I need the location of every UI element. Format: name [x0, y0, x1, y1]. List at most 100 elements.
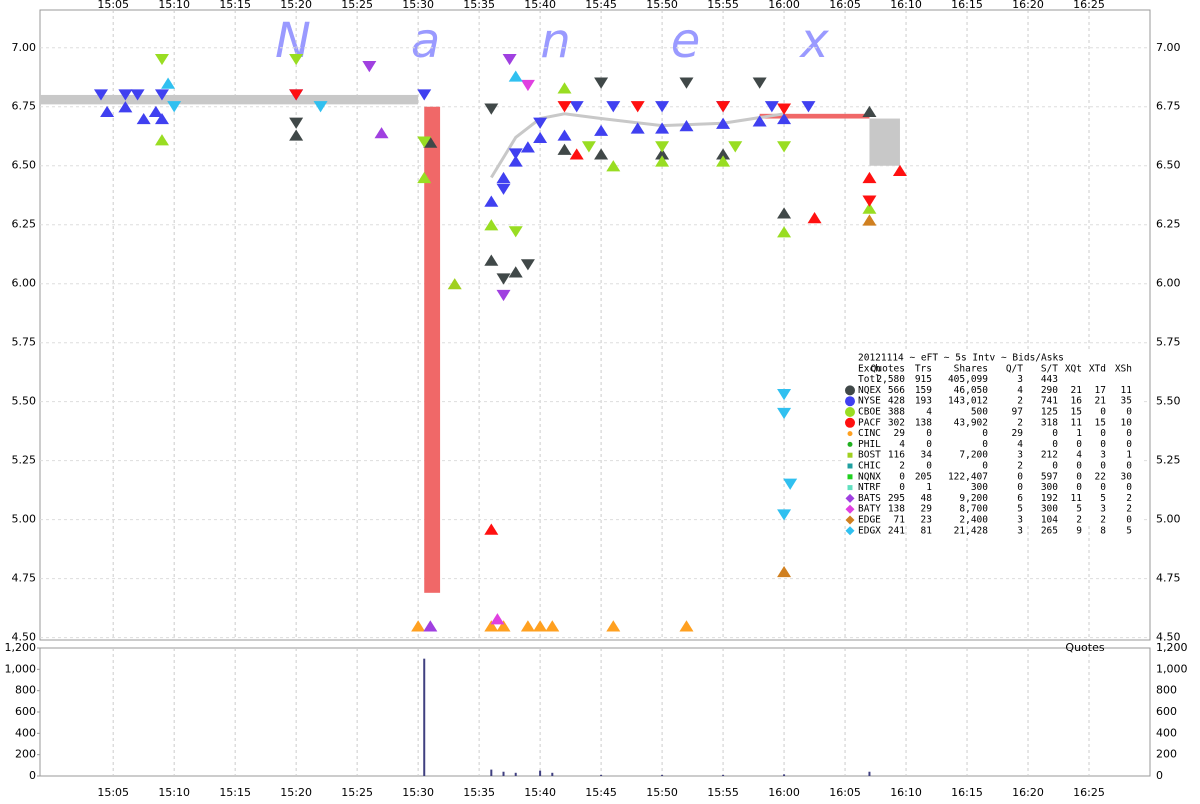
legend-stat: 302 [888, 417, 905, 428]
ask-marker [362, 61, 377, 73]
legend-stat: 566 [888, 385, 905, 396]
legend-stat: 2 [1017, 417, 1023, 428]
legend-name: EDGX [858, 525, 881, 536]
y-tick-label: 4.75 [1156, 572, 1181, 585]
bid-marker [490, 613, 505, 625]
legend-stat: 318 [1041, 417, 1058, 428]
legend-stat: 2,400 [959, 515, 988, 526]
legend-name: NTRF [858, 482, 881, 493]
legend-stat: 265 [1041, 525, 1058, 536]
bid-marker [716, 117, 731, 129]
legend-stat: 300 [1041, 504, 1058, 515]
ask-marker [520, 79, 535, 92]
legend-header: XTd [1089, 363, 1106, 374]
legend-name: Totl [858, 374, 881, 385]
legend-stat: 915 [915, 374, 932, 385]
bid-marker [630, 122, 645, 134]
legend-stat: 4 [899, 439, 905, 450]
legend-stat: 388 [888, 407, 905, 418]
ask-marker [533, 117, 548, 129]
bid-marker [289, 129, 304, 141]
price-frame [39, 9, 1151, 641]
legend-stat: 30 [1121, 471, 1133, 482]
bid-marker [496, 171, 511, 184]
legend-name: NQEX [858, 385, 881, 396]
legend-stat: 21 [1071, 385, 1083, 396]
volume-bar [868, 771, 871, 776]
legend-stat: 597 [1041, 471, 1058, 482]
legend-stat: 295 [888, 493, 905, 504]
legend-stat: 2 [1126, 493, 1132, 504]
legend-marker [847, 463, 853, 469]
bid-marker [569, 148, 584, 160]
legend-stat: 0 [926, 428, 932, 439]
ask-marker [728, 141, 743, 153]
legend-stat: 2 [1100, 515, 1106, 526]
y-tick-label: 400 [15, 726, 36, 739]
legend-stat: 0 [899, 482, 905, 493]
bid-marker [374, 127, 389, 139]
legend-name: CBOE [858, 407, 881, 418]
legend-stat: 71 [894, 515, 906, 526]
ask-marker [417, 136, 432, 148]
legend-stat: 34 [921, 450, 933, 461]
bid-marker [496, 620, 511, 632]
legend-stat: 0 [982, 461, 988, 472]
x-tick-label: 15:55 [707, 786, 739, 799]
bid-marker [447, 278, 462, 290]
legend-stat: 0 [1126, 428, 1132, 439]
legend-stat: 0 [1052, 428, 1058, 439]
ask-marker [289, 53, 304, 66]
x-tick-label: 16:00 [768, 786, 800, 799]
legend-name: PACF [858, 417, 881, 428]
legend-stat: 0 [1126, 515, 1132, 526]
ask-marker [777, 103, 792, 115]
y-tick-label: 5.50 [12, 395, 37, 408]
legend-stat: 0 [1100, 482, 1106, 493]
x-tick-label: 15:30 [402, 0, 434, 11]
x-tick-label: 16:05 [829, 0, 861, 11]
legend-marker [847, 441, 853, 447]
legend-stat: 4 [1076, 450, 1082, 461]
y-tick-label: 600 [1156, 705, 1177, 718]
legend-stat: 300 [1041, 482, 1058, 493]
legend-stat: 2 [1017, 396, 1023, 407]
bid-marker [118, 101, 133, 113]
legend-name: CINC [858, 428, 881, 439]
bid-marker [148, 105, 163, 118]
bid-marker [154, 134, 169, 146]
volume-bar [722, 774, 725, 776]
quote-band [40, 94, 419, 105]
bid-marker [508, 70, 523, 82]
legend-stat: 138 [888, 504, 905, 515]
bid-marker [777, 207, 792, 219]
legend-header: XQt [1065, 363, 1082, 374]
ask-marker [130, 89, 145, 101]
ask-marker [594, 77, 609, 89]
legend-stat: 0 [1017, 482, 1023, 493]
legend-header: Trs [915, 363, 932, 374]
bid-marker [606, 160, 621, 172]
legend-marker [845, 407, 855, 417]
x-tick-label: 15:15 [219, 0, 251, 11]
bid-marker [777, 565, 792, 578]
legend-stat: 104 [1041, 515, 1058, 526]
volume-bar [423, 658, 426, 776]
legend-stat: 741 [1041, 396, 1058, 407]
legend-stat: 205 [915, 471, 932, 482]
ask-marker [801, 101, 816, 113]
bid-marker [777, 226, 792, 238]
legend-stat: 1 [926, 482, 932, 493]
legend-marker [845, 396, 855, 407]
legend-stat: 0 [1076, 461, 1082, 472]
legend-stat: 0 [1126, 407, 1132, 418]
legend-name: BATS [858, 493, 881, 504]
legend-stat: 8,700 [959, 504, 988, 515]
legend-stat: 0 [1126, 461, 1132, 472]
legend-name: BATY [858, 504, 881, 515]
ask-marker [496, 273, 511, 285]
volume-bar [490, 769, 493, 776]
ask-marker [93, 89, 108, 101]
legend-name: NQNX [858, 471, 881, 482]
legend-stat: 443 [1041, 374, 1058, 385]
